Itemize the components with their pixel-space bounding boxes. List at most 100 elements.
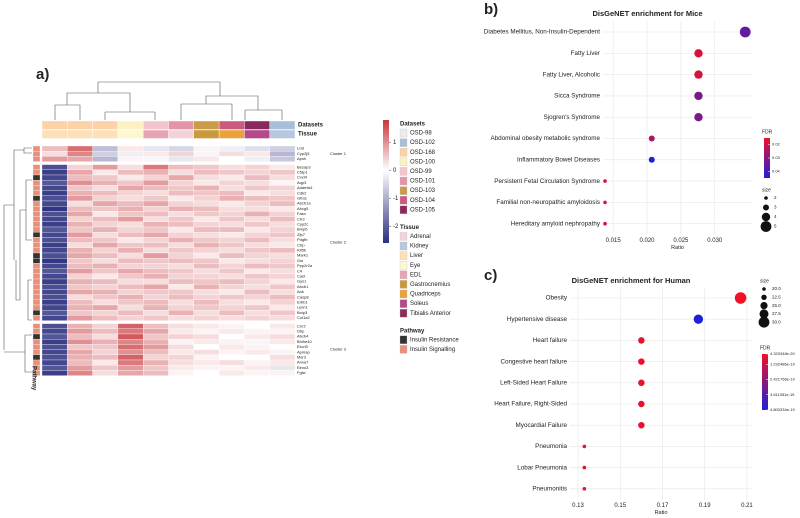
heatmap-cell <box>244 284 270 290</box>
heatmap-cell <box>168 349 194 355</box>
heatmap-cell <box>244 247 270 254</box>
tissue-annotation <box>168 129 194 139</box>
heatmap-cell <box>269 247 296 254</box>
heatmap-cell <box>269 268 296 274</box>
heatmap-cell <box>41 258 68 264</box>
heatmap-cell <box>193 354 220 361</box>
heatmap-cell <box>41 349 68 355</box>
pathway-annotation <box>32 226 41 233</box>
heatmap-cell <box>168 354 194 361</box>
heatmap-cell <box>92 242 119 248</box>
heatmap-cell <box>92 315 119 321</box>
heatmap-cell <box>218 294 245 300</box>
heatmap-cell <box>67 200 93 207</box>
heatmap-cell <box>193 195 220 202</box>
heatmap-cell <box>193 169 220 176</box>
heatmap-cell <box>168 211 194 217</box>
heatmap-cell <box>67 339 93 345</box>
heatmap-cell <box>168 226 194 233</box>
y-tick-label: Sicca Syndrome <box>554 93 600 100</box>
row-label: Ctrp <box>297 242 305 247</box>
pathway-annotation <box>32 268 41 274</box>
pathway-annotation <box>32 195 41 202</box>
heatmap-cell <box>269 349 296 355</box>
row-label: Abcb1a <box>297 201 311 206</box>
heatmap-cell <box>67 310 93 316</box>
row-label: Cyp2j5 <box>297 151 310 156</box>
heatmap-cell <box>218 174 245 181</box>
size-legend-dot <box>760 221 772 232</box>
heatmap-cell <box>244 273 270 280</box>
heatmap-cell <box>218 258 245 264</box>
annotation-label: Tissue <box>298 132 318 138</box>
heatmap-cell <box>92 211 119 217</box>
x-axis-label: Ratio <box>671 245 684 251</box>
legend-swatch <box>399 176 408 186</box>
heatmap-cell <box>92 304 119 311</box>
heatmap-cell <box>92 354 119 361</box>
heatmap-cell <box>41 359 68 366</box>
legend-label: Gastrocnemius <box>410 282 450 288</box>
heatmap-cell <box>92 151 119 157</box>
heatmap-cell <box>168 185 194 191</box>
heatmap-cell <box>41 333 68 340</box>
dot <box>648 135 655 142</box>
legend-swatch <box>399 157 408 166</box>
heatmap-cell <box>67 284 93 290</box>
x-tick-label: 0.015 <box>606 238 622 244</box>
dataset-annotation <box>218 120 245 130</box>
heatmap-cell <box>117 151 144 157</box>
heatmap-cell <box>92 323 119 329</box>
legend-title: Datasets <box>400 122 426 128</box>
x-tick-label: 0.13 <box>572 503 584 509</box>
fdr-bar <box>764 138 770 178</box>
heatmap-cell <box>143 278 169 285</box>
heatmap-cell <box>218 304 245 311</box>
pathway-annotation <box>32 180 41 186</box>
heatmap-cell <box>41 211 68 217</box>
tissue-annotation <box>269 129 296 139</box>
heatmap-cell <box>117 310 144 316</box>
legend-title: size <box>760 278 769 284</box>
annotation-label: Datasets <box>298 123 324 129</box>
heatmap-cell <box>67 354 93 361</box>
x-tick-label: 0.15 <box>614 503 626 509</box>
cluster-label: Cluster 2 <box>330 240 347 245</box>
legend-label: OSD-104 <box>410 198 436 204</box>
heatmap-cell <box>67 242 93 248</box>
heatmap-cell <box>117 344 144 350</box>
heatmap-cell <box>244 365 270 371</box>
row-label: Zfp7 <box>297 232 306 237</box>
dataset-annotation <box>41 120 68 130</box>
heatmap-cell <box>218 164 245 170</box>
x-tick-label: 0.025 <box>673 238 689 244</box>
chart-title: DisGeNET enrichment for Human <box>572 276 691 285</box>
heatmap-cell <box>41 226 68 233</box>
y-tick-label: Abdominal obesity metabolic syndrome <box>490 135 600 142</box>
heatmap-cell <box>193 180 220 186</box>
legend-label: Insulin Signalling <box>410 347 455 353</box>
dot <box>582 487 587 491</box>
tissue-annotation <box>117 129 144 139</box>
heatmap-cell <box>143 252 169 259</box>
size-legend-label: 4 <box>774 214 777 219</box>
row-label: Dbp <box>297 328 305 333</box>
pathway-annotation <box>32 359 41 366</box>
y-tick-label: Inflammatory Bowel Diseases <box>517 156 600 163</box>
heatmap-cell <box>168 304 194 311</box>
heatmap-cell <box>193 216 220 222</box>
heatmap-cell <box>218 339 245 345</box>
heatmap-cell <box>143 365 169 371</box>
dot <box>603 179 607 183</box>
heatmap-cell <box>244 145 270 152</box>
pathway-annotation <box>32 237 41 243</box>
dot <box>694 70 703 79</box>
heatmap-cell <box>41 151 68 157</box>
heatmap-cell <box>269 328 296 335</box>
heatmap-cell <box>92 232 119 238</box>
row-label: Elmo3 <box>297 365 309 370</box>
heatmap-cell <box>218 273 245 280</box>
heatmap-cell <box>244 237 270 243</box>
heatmap-cell <box>244 195 270 202</box>
heatmap-cell <box>269 370 296 376</box>
